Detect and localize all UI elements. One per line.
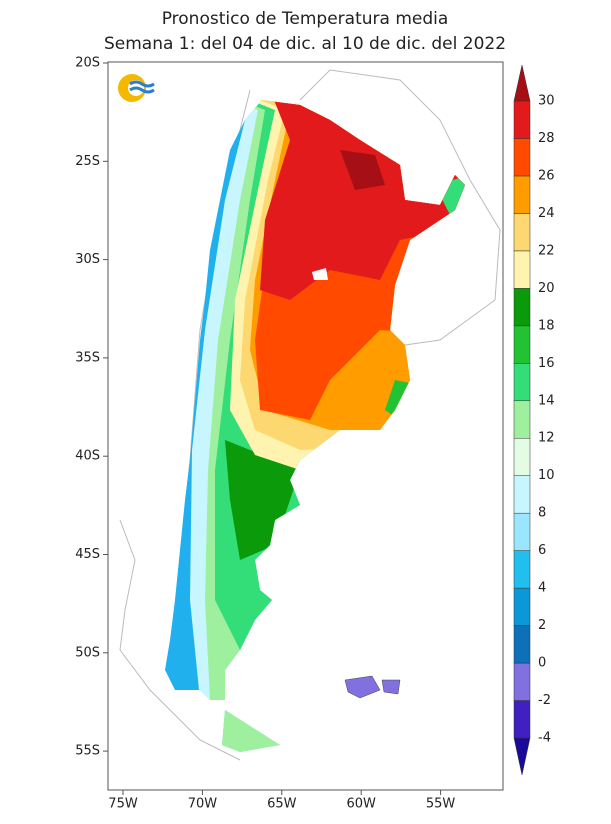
lat-label: 40S [75, 449, 100, 464]
colorbar-segment [513, 213, 531, 252]
colorbar-label: 10 [538, 468, 555, 483]
colorbar-segment [513, 437, 531, 476]
lat-label: 30S [75, 252, 100, 267]
colorbar-label: 16 [538, 356, 555, 371]
colorbar-segment [513, 700, 531, 739]
colorbar-label: 0 [538, 656, 546, 671]
lat-label: 55S [75, 744, 100, 759]
colorbar-segment [513, 625, 531, 664]
colorbar-label: 2 [538, 618, 546, 633]
colorbar-label: 8 [538, 506, 546, 521]
lon-label: 65W [267, 797, 297, 812]
colorbar-segment [513, 250, 531, 289]
colorbar-label: -4 [538, 731, 551, 746]
colorbar-segment [513, 400, 531, 439]
lat-label: 35S [75, 350, 100, 365]
title: Pronostico de Temperatura media [162, 9, 449, 29]
colorbar-segment [513, 288, 531, 327]
lat-label: 25S [75, 154, 100, 169]
blank-spot [312, 268, 328, 280]
falkland-islands [344, 675, 401, 699]
colorbar-segment [513, 138, 531, 177]
colorbar-label: 20 [538, 281, 555, 296]
lon-label: 70W [188, 797, 218, 812]
subtitle: Semana 1: del 04 de dic. al 10 de dic. d… [104, 34, 506, 54]
colorbar-segment [513, 325, 531, 364]
lon-label: 55W [426, 797, 456, 812]
colorbar-label: 12 [538, 431, 555, 446]
colorbar-label: 28 [538, 131, 555, 146]
colorbar-segment [513, 100, 531, 139]
colorbar-segment [513, 662, 531, 701]
colorbar-segment [513, 512, 531, 551]
colorbar-segment [513, 587, 531, 626]
colorbar-label: 14 [538, 393, 555, 408]
lat-label: 50S [75, 645, 100, 660]
colorbar-label: 24 [538, 206, 555, 221]
colorbar-label: 4 [538, 581, 546, 596]
colorbar-segment [513, 475, 531, 514]
logo [118, 74, 155, 102]
colorbar-segment [513, 363, 531, 402]
colorbar-segment [513, 175, 531, 214]
colorbar-label: 26 [538, 168, 555, 183]
colorbar-label: 30 [538, 94, 555, 109]
lon-label: 75W [108, 797, 138, 812]
lon-label: 60W [346, 797, 376, 812]
colorbar-segment [513, 550, 531, 589]
colorbar-label: 18 [538, 318, 555, 333]
colorbar-label: -2 [538, 693, 551, 708]
lat-label: 45S [75, 547, 100, 562]
lat-label: 20S [75, 56, 100, 71]
colorbar-label: 6 [538, 543, 546, 558]
colorbar-arrow [513, 64, 531, 102]
colorbar-label: 22 [538, 243, 555, 258]
